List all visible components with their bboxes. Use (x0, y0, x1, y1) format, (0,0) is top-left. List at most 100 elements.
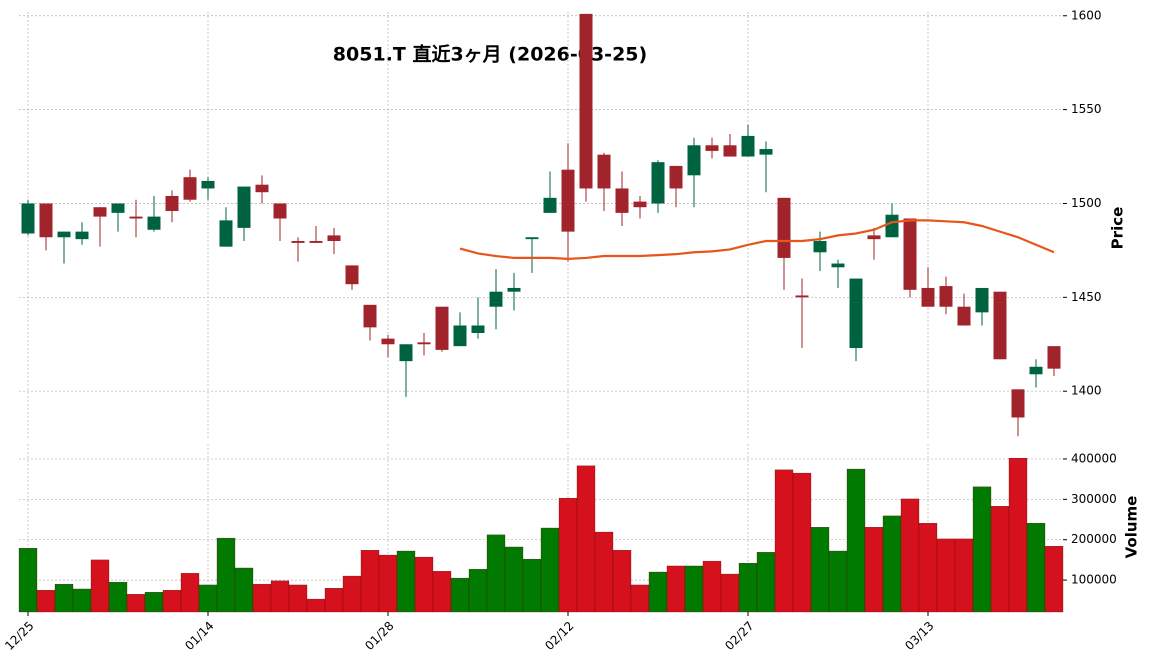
volume-bar (216, 537, 236, 613)
candle-body (363, 304, 377, 328)
y-tick-label: 1450 (1071, 290, 1102, 304)
candle-body (669, 165, 683, 189)
volume-bar (414, 556, 434, 613)
candle-body (543, 197, 557, 213)
candle-body (183, 177, 197, 200)
volume-bar (36, 590, 56, 613)
x-tick-label: 12/25 (2, 619, 36, 653)
volume-bar (702, 560, 722, 613)
candle-body (651, 162, 665, 204)
volume-bar (792, 472, 812, 613)
volume-bar (108, 581, 128, 613)
volume-bar (90, 559, 110, 613)
y-tick-label: 100000 (1071, 573, 1117, 587)
volume-bar (126, 594, 146, 613)
candle-body (165, 195, 179, 211)
volume-axis-label: Volume (1123, 496, 1141, 559)
candle-body (1029, 366, 1043, 375)
volume-bar (666, 565, 686, 613)
candle-body (39, 203, 53, 238)
x-tick-label: 02/27 (722, 619, 756, 653)
volume-bar (360, 550, 380, 613)
x-tick-label: 03/13 (902, 619, 936, 653)
candle-body (993, 291, 1007, 360)
volume-bar (54, 583, 74, 613)
candle-body (921, 287, 935, 307)
candle-body (489, 291, 503, 307)
candle-body (1011, 389, 1025, 418)
candle-body (237, 186, 251, 228)
candle-body (777, 197, 791, 258)
candle-body (867, 235, 881, 240)
candle-body (21, 203, 35, 234)
candle-body (579, 13, 593, 189)
volume-bar (828, 550, 848, 613)
volume-bar (918, 523, 938, 613)
candle-body (813, 241, 827, 253)
volume-bar (288, 584, 308, 613)
y-tick-label: 200000 (1071, 532, 1117, 546)
volume-bar (882, 515, 902, 613)
candle-body (453, 325, 467, 347)
volume-bar (306, 598, 326, 613)
volume-bar (954, 538, 974, 613)
volume-bar (180, 573, 200, 613)
volume-bar (324, 588, 344, 613)
candle-body (1047, 346, 1061, 369)
volume-bar (486, 534, 506, 613)
y-tick-label: 1550 (1071, 102, 1102, 116)
volume-bar (234, 567, 254, 613)
volume-bar (72, 588, 92, 613)
candle-body (885, 214, 899, 238)
volume-bar (1026, 523, 1046, 613)
volume-bar (720, 573, 740, 613)
candle-body (597, 154, 611, 189)
candle-body (273, 203, 287, 219)
volume-bar (1044, 546, 1064, 613)
volume-bar (396, 550, 416, 613)
candle-body (723, 145, 737, 157)
volume-bar (900, 498, 920, 613)
volume-bar (936, 538, 956, 613)
volume-bar (558, 497, 578, 613)
volume-bar (162, 590, 182, 613)
x-tick-label: 02/12 (542, 619, 576, 653)
candle-body (255, 184, 269, 193)
candle-body (309, 241, 323, 243)
volume-bar (450, 577, 470, 613)
candle-body (849, 278, 863, 349)
candle-body (93, 207, 107, 217)
candle-body (57, 231, 71, 238)
volume-bar (18, 548, 38, 613)
candle-body (705, 145, 719, 151)
candle-body (687, 145, 701, 176)
volume-bar (432, 571, 452, 613)
candle-body (471, 325, 485, 333)
y-tick-label: 300000 (1071, 492, 1117, 506)
candle-body (111, 203, 125, 213)
candle-body (75, 231, 89, 240)
volume-bar (378, 554, 398, 613)
candle-body (939, 286, 953, 307)
candle-body (633, 201, 647, 208)
volume-bar (342, 575, 362, 613)
volume-bar (252, 583, 272, 613)
candle-body (291, 241, 305, 243)
candle-body (327, 235, 341, 242)
candle-body (831, 263, 845, 268)
candle-body (219, 220, 233, 247)
y-tick-label: 1500 (1071, 196, 1102, 210)
volume-bar (468, 569, 488, 613)
candle-body (129, 216, 143, 219)
candle-body (399, 344, 413, 362)
volume-bar (144, 592, 164, 613)
volume-bar (810, 527, 830, 613)
volume-bar (630, 584, 650, 613)
volume-bar (756, 552, 776, 613)
volume-bar (612, 550, 632, 613)
candle-body (381, 338, 395, 345)
chart-title: 8051.T 直近3ヶ月 (2026-03-25) (333, 43, 647, 66)
volume-bar (540, 527, 560, 613)
volume-bar (594, 531, 614, 613)
